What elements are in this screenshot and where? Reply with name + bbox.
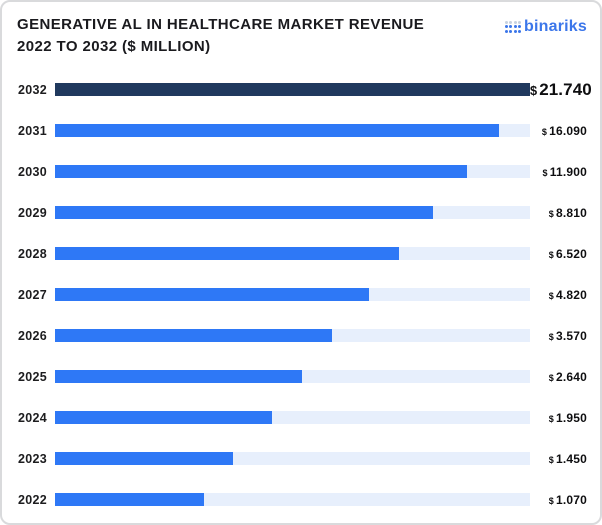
value-label: $11.900 xyxy=(530,165,587,179)
currency-symbol: $ xyxy=(548,208,554,219)
bar-fill xyxy=(55,493,204,506)
value-label: $2.640 xyxy=(530,370,587,384)
bar-fill xyxy=(55,288,369,301)
bar-fill xyxy=(55,411,273,424)
chart-row: 2026 $3.570 xyxy=(17,315,587,356)
currency-symbol: $ xyxy=(548,372,554,383)
value-number: 16.090 xyxy=(549,123,587,138)
year-label: 2026 xyxy=(17,328,47,343)
value-label: $4.820 xyxy=(530,288,587,302)
chart-title-line2: 2022 TO 2032 ($ MILLION) xyxy=(17,38,211,55)
value-number: 1.950 xyxy=(555,410,587,425)
value-label: $21.740 xyxy=(530,80,592,100)
value-number: 8.810 xyxy=(555,205,587,220)
currency-symbol: $ xyxy=(548,290,554,301)
value-number: 11.900 xyxy=(549,164,587,179)
year-label: 2023 xyxy=(17,451,47,466)
chart-title: GENERATIVE AL IN HEALTHCARE MARKET REVEN… xyxy=(17,14,424,58)
year-label: 2031 xyxy=(17,123,47,138)
binariks-logo: binariks xyxy=(504,18,587,36)
value-label: $6.520 xyxy=(530,247,587,261)
chart-row: 2028 $6.520 xyxy=(17,233,587,274)
currency-symbol: $ xyxy=(548,331,554,342)
bar-track xyxy=(55,411,530,424)
chart-title-line1: GENERATIVE AL IN HEALTHCARE MARKET REVEN… xyxy=(17,16,425,33)
bar-fill xyxy=(55,165,468,178)
value-number: 3.570 xyxy=(555,328,587,343)
bar-fill xyxy=(55,124,500,137)
chart-row: 2022 $1.070 xyxy=(17,479,587,520)
bar-fill xyxy=(55,247,400,260)
year-label: 2029 xyxy=(17,205,47,220)
dots-grid-icon xyxy=(504,20,522,33)
bar-track xyxy=(55,83,530,96)
value-label: $8.810 xyxy=(530,206,587,220)
header: GENERATIVE AL IN HEALTHCARE MARKET REVEN… xyxy=(17,14,587,58)
value-number: 4.820 xyxy=(555,287,587,302)
currency-symbol: $ xyxy=(530,82,538,98)
bar-fill xyxy=(55,329,332,342)
bar-track xyxy=(55,493,530,506)
value-number: 1.450 xyxy=(555,451,587,466)
year-label: 2025 xyxy=(17,369,47,384)
value-label: $1.450 xyxy=(530,452,587,466)
bar-track xyxy=(55,165,530,178)
currency-symbol: $ xyxy=(548,454,554,465)
currency-symbol: $ xyxy=(542,167,548,178)
value-label: $1.070 xyxy=(530,493,587,507)
chart-row: 2025 $2.640 xyxy=(17,356,587,397)
bar-track xyxy=(55,206,530,219)
bar-fill xyxy=(55,452,233,465)
currency-symbol: $ xyxy=(548,249,554,260)
currency-symbol: $ xyxy=(541,126,548,137)
bar-fill xyxy=(55,370,302,383)
chart-row: 2023 $1.450 xyxy=(17,438,587,479)
value-label: $16.090 xyxy=(530,124,587,138)
currency-symbol: $ xyxy=(548,495,554,506)
year-label: 2028 xyxy=(17,246,47,261)
value-number: 1.070 xyxy=(555,492,587,507)
value-number: 6.520 xyxy=(555,246,587,261)
year-label: 2027 xyxy=(17,287,47,302)
value-number: 2.640 xyxy=(555,369,587,384)
value-number: 21.740 xyxy=(539,79,592,99)
bar-track xyxy=(55,370,530,383)
bar-track xyxy=(55,124,530,137)
bar-track xyxy=(55,329,530,342)
value-label: $1.950 xyxy=(530,411,587,425)
bar-track xyxy=(55,247,530,260)
chart-row: 2029 $8.810 xyxy=(17,192,587,233)
bar-track xyxy=(55,288,530,301)
value-label: $3.570 xyxy=(530,329,587,343)
chart-row: 2032 $21.740 xyxy=(17,69,592,110)
year-label: 2032 xyxy=(17,82,47,97)
chart-row: 2030 $11.900 xyxy=(17,151,587,192)
chart-row: 2024 $1.950 xyxy=(17,397,587,438)
year-label: 2024 xyxy=(17,410,47,425)
bar-fill xyxy=(55,206,434,219)
bar-track xyxy=(55,452,530,465)
chart-row: 2027 $4.820 xyxy=(17,274,587,315)
year-label: 2022 xyxy=(17,492,47,507)
bar-chart: 2032 $21.740 2031 $16.090 2030 $11.900 2… xyxy=(17,69,592,520)
bar-fill xyxy=(55,83,530,96)
currency-symbol: $ xyxy=(548,413,554,424)
year-label: 2030 xyxy=(17,164,47,179)
logo-wordmark: binariks xyxy=(524,18,587,35)
chart-row: 2031 $16.090 xyxy=(17,110,587,151)
